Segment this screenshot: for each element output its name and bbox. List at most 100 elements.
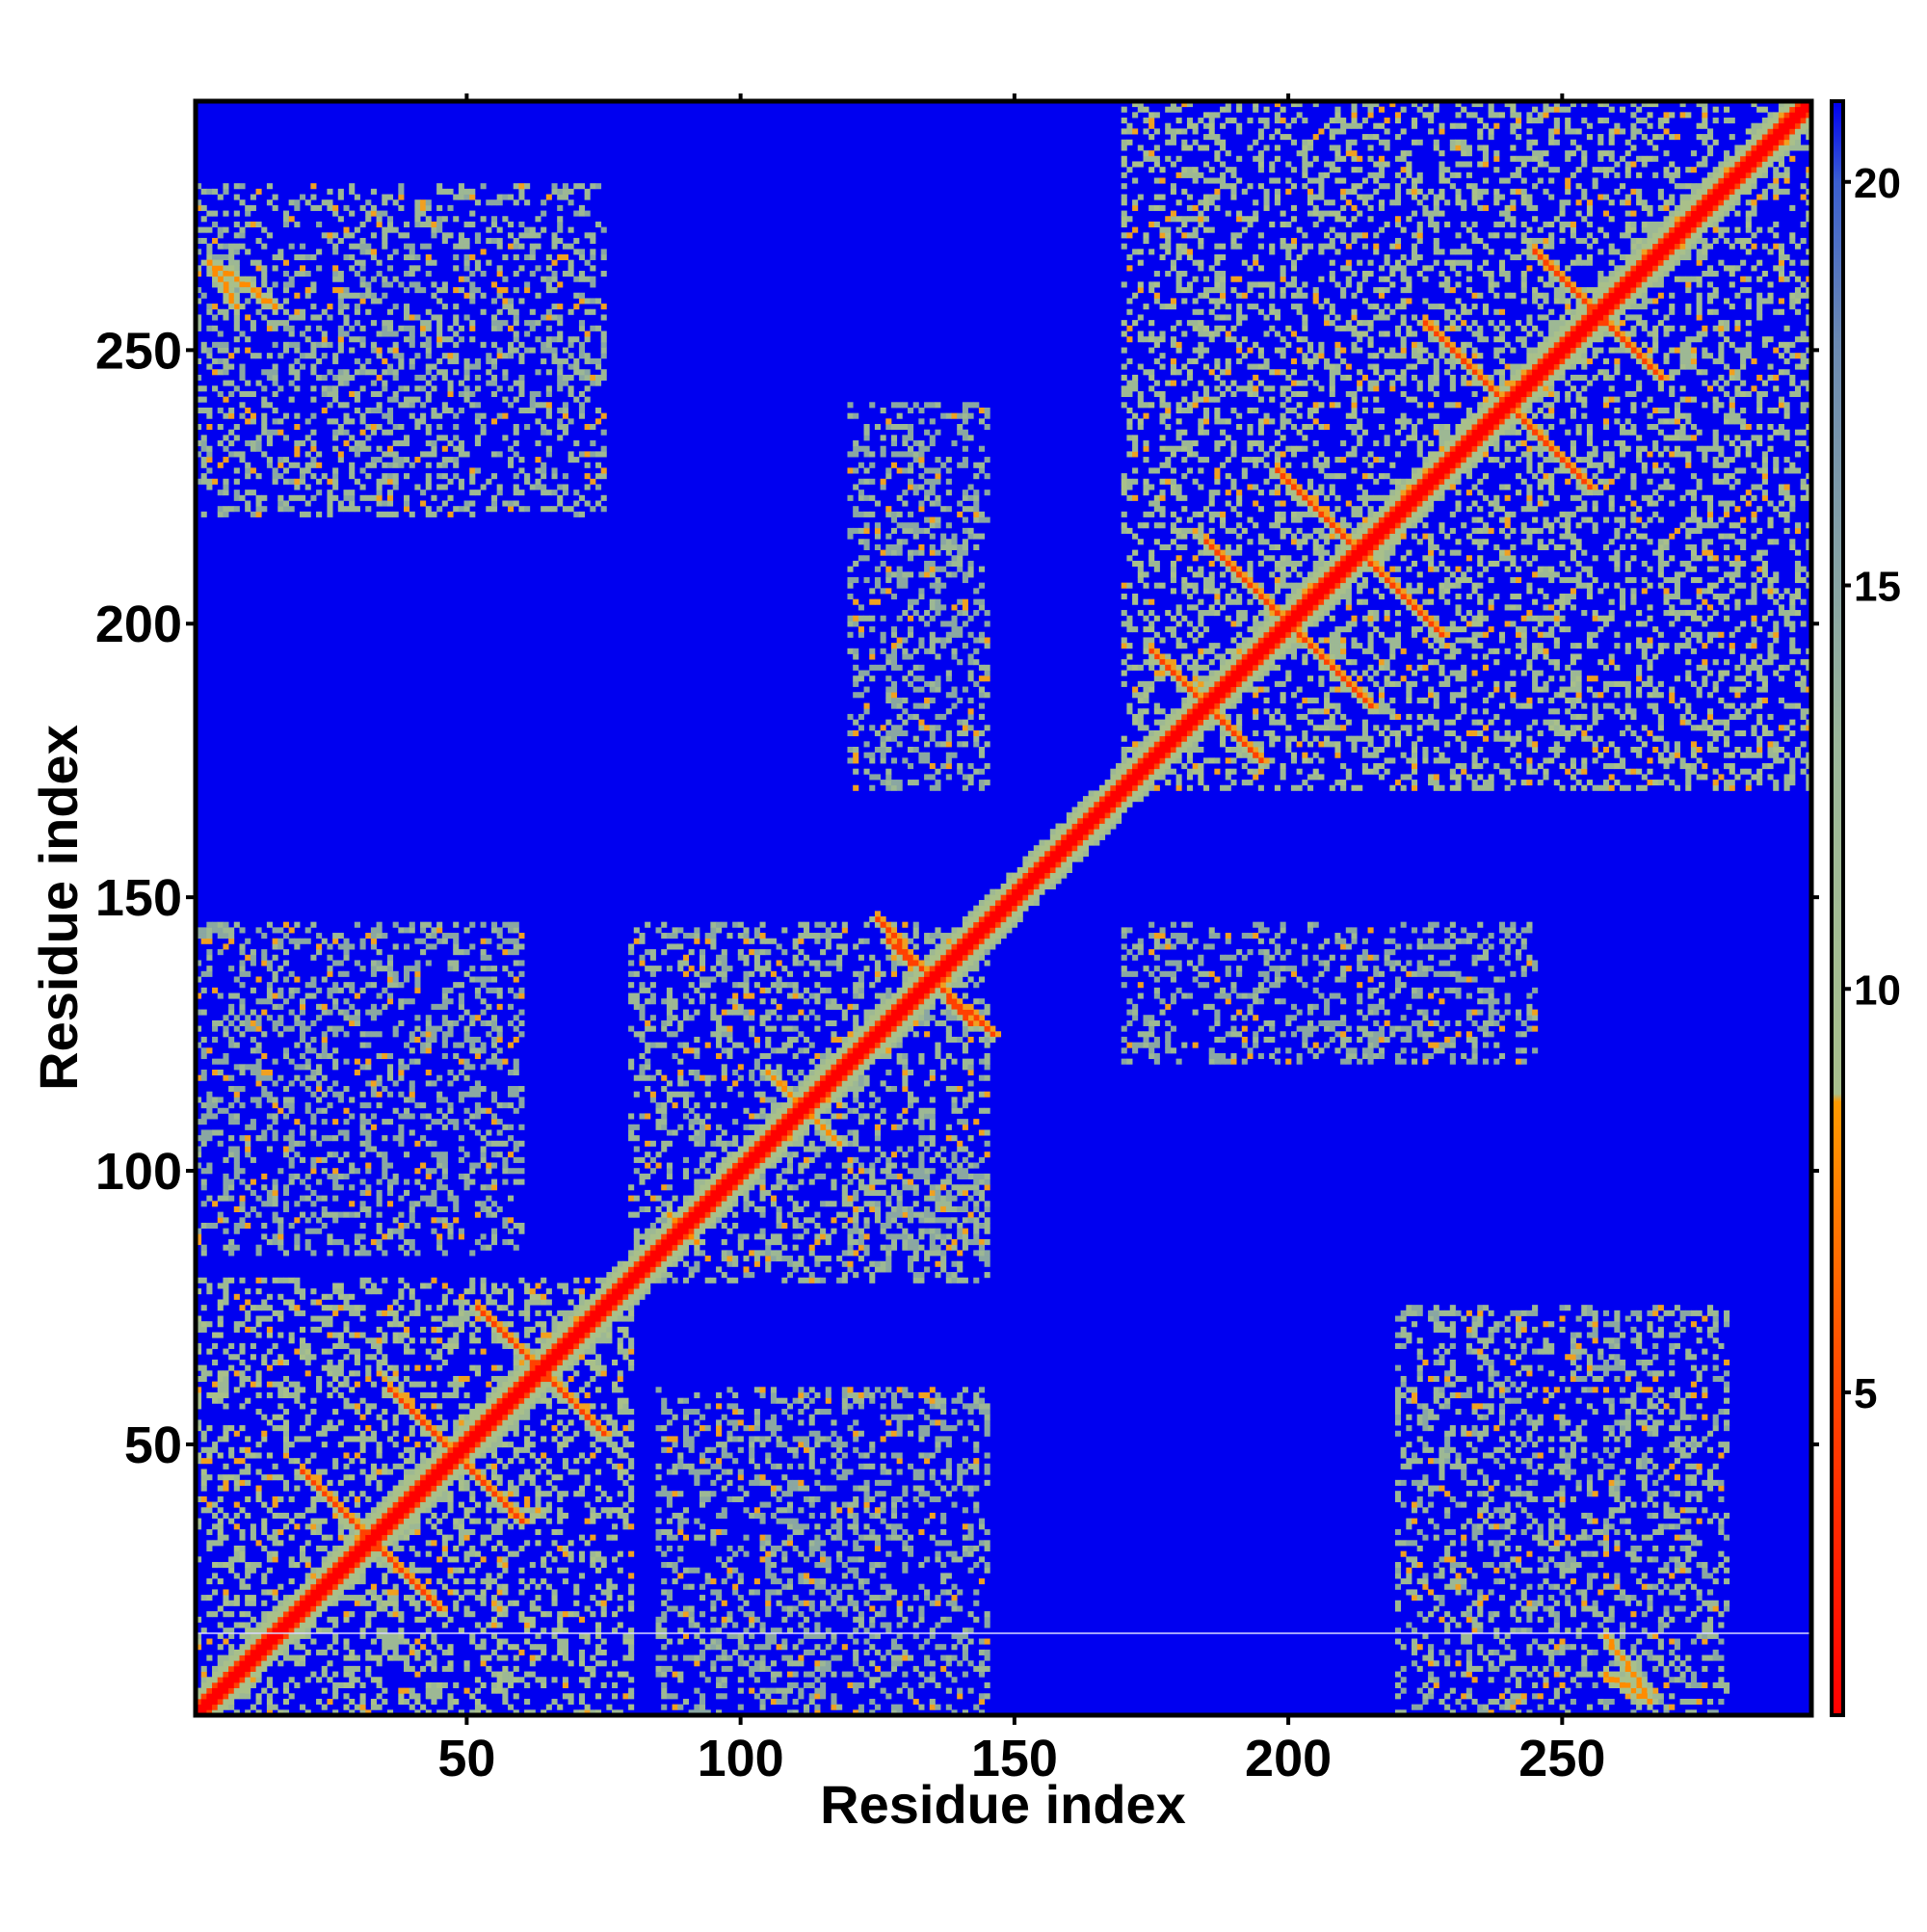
heatmap-cell bbox=[814, 1113, 821, 1120]
heatmap-cell bbox=[480, 1644, 487, 1651]
heatmap-cell bbox=[1022, 878, 1029, 885]
heatmap-cell bbox=[277, 1315, 284, 1322]
heatmap-cell bbox=[1241, 680, 1248, 687]
heatmap-cell bbox=[496, 1681, 503, 1689]
heatmap-cell bbox=[606, 1419, 613, 1426]
heatmap-cell bbox=[721, 1195, 727, 1202]
heatmap-cell bbox=[1329, 560, 1335, 568]
heatmap-cell bbox=[370, 1638, 377, 1645]
heatmap-cell bbox=[545, 1458, 552, 1465]
heatmap-cell bbox=[541, 1491, 547, 1497]
heatmap-cell bbox=[578, 1632, 586, 1639]
heatmap-cell bbox=[1477, 412, 1484, 419]
heatmap-cell bbox=[1016, 894, 1023, 901]
heatmap-cell bbox=[1783, 118, 1790, 124]
heatmap-cell bbox=[1455, 467, 1462, 474]
heatmap-cell bbox=[1602, 281, 1610, 288]
heatmap-cell bbox=[541, 1628, 547, 1634]
heatmap-cell bbox=[590, 1556, 596, 1563]
heatmap-cell bbox=[600, 1337, 607, 1344]
heatmap-cell bbox=[978, 911, 985, 917]
heatmap-cell bbox=[726, 1156, 733, 1163]
heatmap-cell bbox=[606, 1495, 613, 1502]
heatmap-cell bbox=[250, 1562, 256, 1569]
heatmap-cell bbox=[1428, 457, 1435, 463]
heatmap-cell bbox=[786, 1124, 794, 1130]
heatmap-cell bbox=[217, 1632, 224, 1639]
heatmap-cell bbox=[1789, 128, 1796, 135]
heatmap-cell bbox=[327, 1364, 333, 1371]
heatmap-cell bbox=[316, 1698, 323, 1706]
heatmap-cell bbox=[1208, 670, 1215, 676]
heatmap-cell bbox=[304, 1595, 311, 1601]
heatmap-cell bbox=[321, 1600, 328, 1606]
heatmap-cell bbox=[825, 1107, 832, 1114]
heatmap-cell bbox=[425, 1469, 432, 1475]
heatmap-cell bbox=[332, 1375, 339, 1383]
heatmap-cell bbox=[1302, 576, 1308, 584]
heatmap-cell bbox=[661, 1074, 668, 1081]
heatmap-cell bbox=[557, 1649, 564, 1655]
heatmap-cell bbox=[1181, 747, 1188, 754]
heatmap-cell bbox=[502, 1387, 509, 1393]
heatmap-cell bbox=[677, 1217, 684, 1224]
heatmap-cell bbox=[1652, 249, 1659, 255]
heatmap-cell bbox=[798, 1135, 805, 1142]
heatmap-cell bbox=[272, 1501, 278, 1508]
heatmap-cell bbox=[628, 1211, 635, 1218]
heatmap-cell bbox=[1153, 741, 1160, 748]
heatmap-cell bbox=[228, 1628, 235, 1634]
heatmap-cell bbox=[1416, 506, 1423, 513]
heatmap-cell bbox=[1636, 259, 1643, 266]
heatmap-cell bbox=[1061, 850, 1068, 857]
heatmap-cell bbox=[1220, 697, 1227, 703]
heatmap-cell bbox=[1740, 161, 1747, 168]
heatmap-cell bbox=[541, 1507, 547, 1514]
heatmap-cell bbox=[404, 1523, 410, 1530]
heatmap-cell bbox=[1773, 128, 1780, 135]
heatmap-cell bbox=[1373, 533, 1380, 540]
heatmap-cell bbox=[414, 1649, 421, 1655]
heatmap-cell bbox=[458, 1419, 464, 1426]
heatmap-cell bbox=[463, 1315, 470, 1322]
heatmap-cell bbox=[200, 1364, 207, 1371]
heatmap-cell bbox=[918, 1009, 925, 1016]
heatmap-cell bbox=[223, 1595, 229, 1601]
heatmap-cell bbox=[804, 1102, 810, 1109]
heatmap-cell bbox=[261, 1545, 268, 1552]
heatmap-cell bbox=[1690, 232, 1698, 239]
heatmap-cell bbox=[1061, 823, 1068, 830]
heatmap-cell bbox=[990, 905, 996, 912]
heatmap-cell bbox=[628, 1348, 635, 1355]
heatmap-cell bbox=[1055, 839, 1062, 846]
heatmap-cell bbox=[518, 1507, 525, 1514]
heatmap-cell bbox=[880, 1042, 886, 1048]
heatmap-cell bbox=[327, 1556, 333, 1563]
heatmap-cell bbox=[770, 1107, 777, 1114]
heatmap-cell bbox=[1630, 304, 1637, 310]
heatmap-cell bbox=[1778, 145, 1784, 151]
heatmap-cell bbox=[912, 992, 919, 999]
heatmap-cell bbox=[458, 1452, 464, 1459]
heatmap-cell bbox=[1412, 473, 1418, 480]
heatmap-cell bbox=[310, 1583, 317, 1590]
heatmap-cell bbox=[578, 1556, 586, 1563]
heatmap-cell bbox=[1394, 533, 1402, 540]
heatmap-cell bbox=[1718, 210, 1725, 217]
heatmap-cell bbox=[1581, 353, 1588, 359]
heatmap-cell bbox=[304, 1370, 311, 1377]
heatmap-cell bbox=[798, 1102, 805, 1109]
heatmap-cell bbox=[1455, 429, 1462, 436]
heatmap-cell bbox=[217, 1305, 224, 1311]
heatmap-cell bbox=[649, 1091, 656, 1098]
heatmap-cell bbox=[370, 1342, 377, 1349]
heatmap-cell bbox=[622, 1693, 629, 1700]
heatmap-cell bbox=[1696, 210, 1703, 217]
heatmap-cell bbox=[282, 1616, 290, 1623]
heatmap-cell bbox=[535, 1632, 541, 1639]
heatmap-cell bbox=[973, 921, 980, 928]
heatmap-cell bbox=[1285, 626, 1292, 633]
heatmap-cell bbox=[200, 1375, 207, 1383]
heatmap-cell bbox=[458, 1326, 464, 1333]
heatmap-cell bbox=[354, 1567, 360, 1574]
